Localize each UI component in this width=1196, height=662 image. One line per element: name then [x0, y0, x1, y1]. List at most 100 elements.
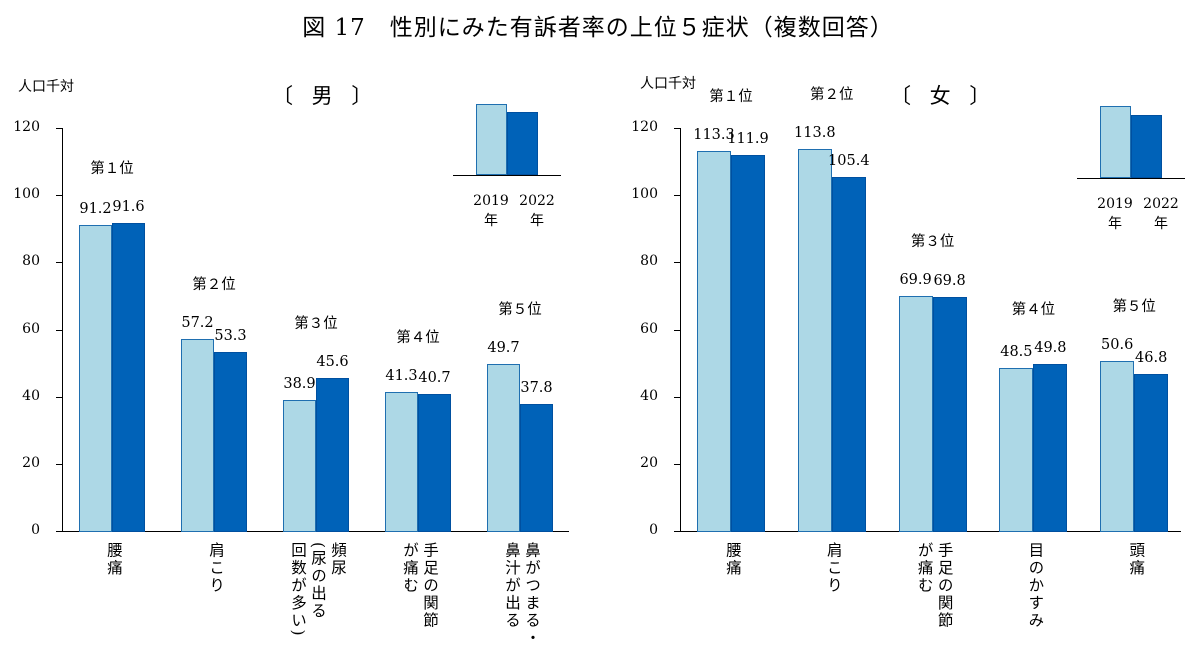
bar-2022 [831, 177, 866, 532]
data-label: 57.2 [181, 314, 214, 331]
data-label: 69.9 [899, 272, 932, 289]
bar-2022 [214, 352, 247, 532]
figure-title: 図 17 性別にみた有訴者率の上位５症状（複数回答） [302, 15, 894, 41]
y-tick-mark [56, 128, 62, 129]
y-tick-mark [56, 329, 62, 331]
rank-label: 第３位 [910, 234, 955, 251]
data-label: 40.7 [418, 370, 451, 387]
bar-2022 [1033, 363, 1068, 532]
bar-2022 [1134, 373, 1169, 532]
y-tick-mark [56, 531, 62, 532]
y-tick-mark [674, 531, 680, 532]
rank-label: 第５位 [498, 302, 542, 319]
category-label: 手足の関節 が痛む [915, 542, 954, 630]
rank-label: 第２位 [810, 86, 854, 103]
bar-2019 [1100, 361, 1135, 532]
rank-label: 第１位 [709, 88, 753, 105]
legend-swatch-2019 [1100, 106, 1131, 178]
legend-swatch-2022 [1131, 115, 1162, 178]
data-label: 38.9 [283, 376, 316, 393]
category-label: 鼻がつまる・ 鼻汁が出る [503, 542, 541, 647]
category-label: 頻尿 (尿の出る 回数が多い) [289, 542, 347, 638]
data-label: 113.8 [794, 124, 836, 141]
category-label: 手足の関節 が痛む [401, 542, 439, 630]
category-label: 腰痛 [724, 542, 742, 577]
rank-label: 第３位 [294, 315, 338, 332]
legend-label-2022: 2022 年 [1143, 196, 1179, 232]
y-tick-label: 0 [649, 522, 658, 538]
bar-2022 [418, 394, 451, 532]
legend-baseline [453, 175, 561, 176]
data-label: 41.3 [385, 368, 418, 385]
y-tick-label: 80 [640, 253, 658, 270]
bar-2022 [932, 296, 967, 532]
y-tick-mark [674, 396, 680, 398]
y-axis-label: 人口千対 [640, 76, 696, 92]
y-tick-mark [674, 128, 680, 129]
rank-label: 第４位 [1011, 301, 1056, 318]
y-tick-label: 60 [22, 320, 40, 337]
y-tick-label: 100 [631, 186, 658, 203]
y-tick-label: 40 [22, 387, 40, 404]
legend-label-2022: 2022 年 [519, 193, 555, 229]
y-tick-label: 0 [31, 522, 40, 538]
y-tick-mark [56, 195, 62, 197]
y-tick-label: 20 [22, 454, 40, 471]
legend-label-2019: 2019 年 [1097, 196, 1133, 232]
y-axis-label: 人口千対 [18, 79, 74, 95]
legend-swatch-2022 [507, 112, 538, 175]
y-tick-mark [674, 463, 680, 465]
data-label: 37.8 [520, 380, 553, 397]
y-tick-label: 80 [22, 253, 40, 270]
data-label: 49.7 [487, 340, 520, 357]
bar-2022 [316, 377, 349, 532]
rank-label: 第２位 [192, 276, 236, 293]
bar-2022 [112, 223, 145, 532]
category-label: 肩こり [824, 542, 843, 595]
bar-2019 [181, 338, 214, 532]
bar-2022 [520, 404, 553, 532]
y-tick-mark [56, 396, 62, 398]
data-label: 49.8 [1034, 339, 1067, 356]
data-label: 91.6 [112, 199, 145, 216]
y-tick-label: 40 [640, 387, 658, 404]
bar-2019 [487, 364, 520, 532]
bar-2019 [385, 392, 418, 532]
bar-2019 [79, 224, 112, 532]
data-label: 46.8 [1135, 349, 1168, 366]
y-tick-label: 100 [13, 186, 40, 203]
data-label: 50.6 [1101, 337, 1134, 354]
y-tick-mark [674, 262, 680, 264]
bar-2019 [999, 368, 1034, 532]
legend-label-2019: 2019 年 [473, 193, 509, 229]
category-label: 目のかすみ [1026, 542, 1045, 630]
data-label: 48.5 [1000, 344, 1033, 361]
data-label: 69.8 [933, 272, 966, 289]
y-tick-mark [674, 195, 680, 197]
category-label: 肩こり [207, 542, 225, 595]
panel-title: 〔 女 〕 [890, 84, 997, 108]
legend-swatch-2019 [476, 104, 507, 175]
y-tick-mark [56, 463, 62, 465]
data-label: 53.3 [214, 328, 247, 344]
data-label: 105.4 [828, 153, 870, 170]
bar-2019 [797, 148, 832, 532]
y-tick-mark [674, 329, 680, 331]
y-tick-label: 20 [640, 454, 658, 471]
category-label: 頭痛 [1127, 542, 1146, 577]
bar-2019 [283, 400, 316, 532]
y-tick-label: 60 [640, 320, 658, 337]
rank-label: 第１位 [90, 161, 134, 178]
y-axis [680, 128, 681, 531]
rank-label: 第４位 [396, 330, 440, 347]
data-label: 111.9 [727, 131, 769, 148]
y-axis [62, 128, 63, 531]
data-label: 45.6 [316, 353, 349, 370]
y-tick-mark [56, 262, 62, 264]
legend-baseline [1077, 178, 1185, 179]
y-tick-label: 120 [631, 119, 658, 135]
rank-label: 第５位 [1112, 299, 1156, 316]
y-tick-label: 120 [13, 119, 40, 135]
data-label: 91.2 [79, 200, 112, 217]
bar-2019 [697, 150, 731, 532]
